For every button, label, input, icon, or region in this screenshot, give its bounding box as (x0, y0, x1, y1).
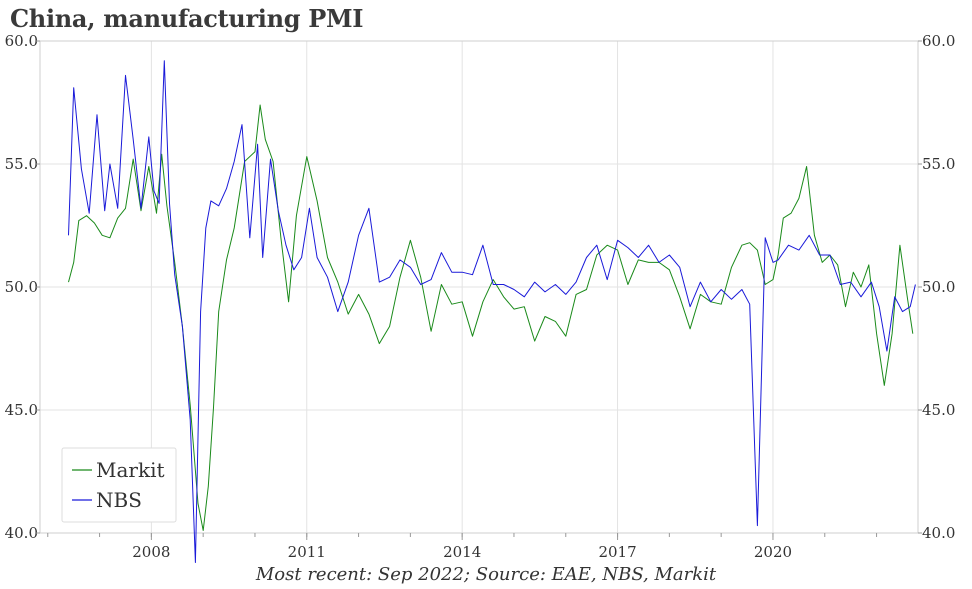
y-tick-label-right: 60.0 (922, 32, 955, 50)
y-tick-label-left: 40.0 (5, 524, 38, 542)
y-tick-label-left: 55.0 (5, 155, 38, 173)
source-note: Most recent: Sep 2022; Source: EAE, NBS,… (255, 564, 717, 585)
chart-title: China, manufacturing PMI (10, 4, 364, 33)
y-tick-label-left: 50.0 (5, 278, 38, 296)
series-line-markit (68, 104, 914, 531)
series-lines (68, 60, 916, 563)
series-line-nbs (68, 60, 916, 563)
y-tick-label-right: 40.0 (922, 524, 955, 542)
x-tick-label: 2017 (598, 543, 636, 561)
legend-box (61, 447, 177, 523)
y-tick-label-right: 55.0 (922, 155, 955, 173)
x-tick-label: 2014 (443, 543, 481, 561)
y-tick-label-right: 45.0 (922, 401, 955, 419)
x-tick-label: 2020 (754, 543, 792, 561)
legend: Markit NBS (61, 447, 177, 523)
x-tick-label: 2008 (132, 543, 170, 561)
x-tick-label: 2011 (288, 543, 326, 561)
legend-label: Markit (96, 458, 165, 482)
y-tick-label-right: 50.0 (922, 278, 955, 296)
axes: 40.0 40.0 45.0 45.0 50.0 50.0 55.0 55.0 60.0 60.0… (5, 32, 956, 561)
gridlines (40, 41, 918, 533)
y-tick-label-left: 60.0 (5, 32, 38, 50)
y-tick-label-left: 45.0 (5, 401, 38, 419)
legend-label: NBS (96, 488, 142, 512)
